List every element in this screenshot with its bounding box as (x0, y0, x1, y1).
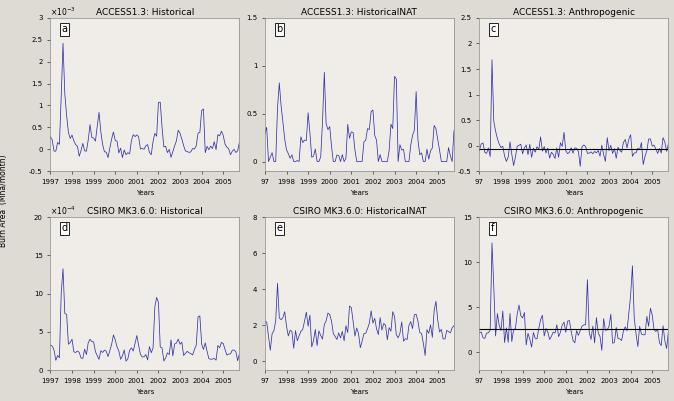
X-axis label: Years: Years (565, 389, 583, 395)
X-axis label: Years: Years (350, 190, 369, 196)
Title: CSIRO MK3.6.0: Anthropogenic: CSIRO MK3.6.0: Anthropogenic (504, 207, 644, 216)
Text: a: a (62, 24, 68, 34)
Text: $\times10^{-4}$: $\times10^{-4}$ (51, 205, 76, 217)
Title: ACCESS1.3: Anthropogenic: ACCESS1.3: Anthropogenic (513, 8, 635, 17)
X-axis label: Years: Years (565, 190, 583, 196)
Text: e: e (276, 223, 282, 233)
X-axis label: Years: Years (135, 389, 154, 395)
Text: c: c (491, 24, 496, 34)
X-axis label: Years: Years (135, 190, 154, 196)
Title: ACCESS1.3: HistoricalNAT: ACCESS1.3: HistoricalNAT (301, 8, 417, 17)
Text: Burn Area  (Mha/month): Burn Area (Mha/month) (0, 154, 8, 247)
Text: f: f (491, 223, 494, 233)
Title: ACCESS1.3: Historical: ACCESS1.3: Historical (96, 8, 194, 17)
Title: CSIRO MK3.6.0: HistoricalNAT: CSIRO MK3.6.0: HistoricalNAT (293, 207, 426, 216)
X-axis label: Years: Years (350, 389, 369, 395)
Text: b: b (276, 24, 282, 34)
Text: $\times10^{-3}$: $\times10^{-3}$ (51, 6, 76, 18)
Text: d: d (62, 223, 68, 233)
Title: CSIRO MK3.6.0: Historical: CSIRO MK3.6.0: Historical (87, 207, 203, 216)
